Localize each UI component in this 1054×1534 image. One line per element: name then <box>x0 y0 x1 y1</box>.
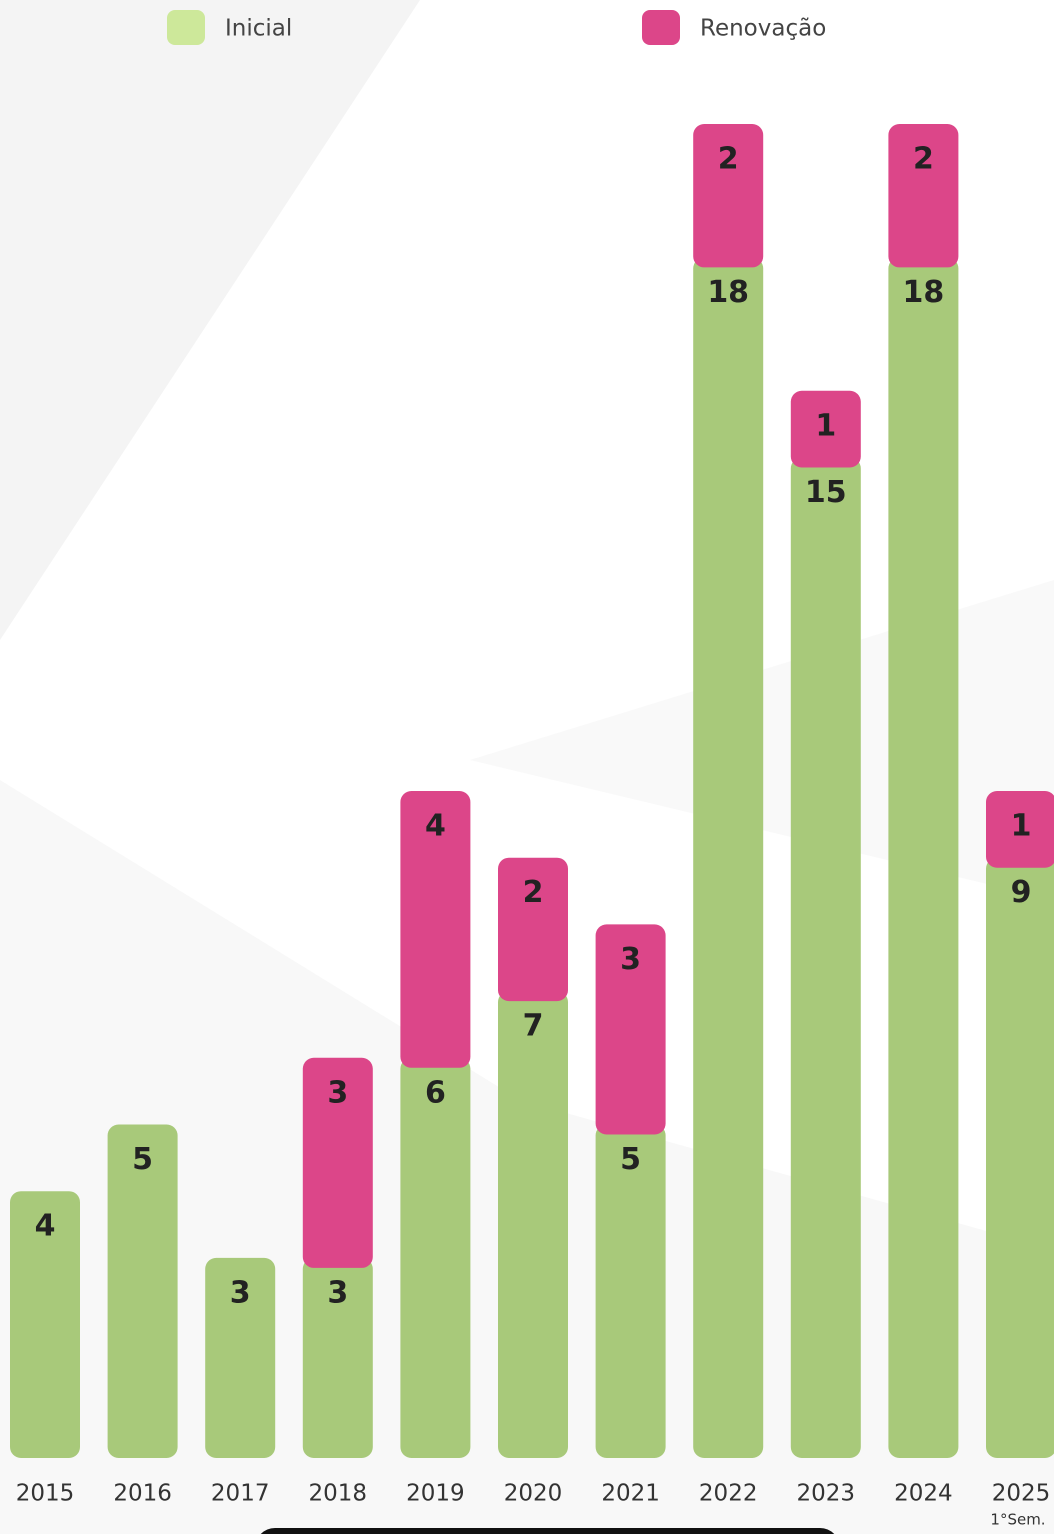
x-tick-label: 2019 <box>406 1481 465 1507</box>
x-tick-label: 2018 <box>309 1481 368 1507</box>
x-tick-label: 2021 <box>601 1481 660 1507</box>
value-label: 4 <box>35 1209 56 1244</box>
bar-segment <box>107 1124 178 1458</box>
legend-swatch <box>167 10 205 45</box>
value-label: 5 <box>132 1142 153 1177</box>
x-tick-label: 2015 <box>16 1481 75 1507</box>
bar-segment <box>205 1257 276 1458</box>
value-label: 9 <box>1011 875 1032 910</box>
bar-segment <box>888 257 959 1458</box>
bar-segment <box>498 857 568 1002</box>
value-label: 1 <box>1011 809 1032 844</box>
value-label: 3 <box>327 1275 348 1310</box>
value-label: 18 <box>903 275 945 310</box>
x-tick-label: 2017 <box>211 1481 270 1507</box>
value-label: 15 <box>805 475 847 510</box>
bar-segment <box>400 791 471 1068</box>
bar-segment <box>498 991 568 1458</box>
x-tick-label: 2020 <box>504 1481 563 1507</box>
bar-segment <box>790 457 861 1458</box>
value-label: 2 <box>523 875 544 910</box>
value-label: 18 <box>707 275 749 310</box>
x-tick-label: 2025 <box>992 1481 1051 1507</box>
bar-segment <box>986 791 1054 868</box>
legend-label: Inicial <box>225 16 292 42</box>
value-label: 1 <box>815 408 836 443</box>
bg-shape <box>0 0 420 640</box>
bar-segment <box>693 124 764 268</box>
bar-segment <box>302 1257 373 1458</box>
bar-segment <box>302 1057 373 1268</box>
x-tick-label: 2022 <box>699 1481 758 1507</box>
x-tick-label: 2023 <box>797 1481 856 1507</box>
bar-segment <box>400 1057 471 1458</box>
bar-segment <box>595 924 666 1135</box>
value-label: 3 <box>620 942 641 977</box>
value-label: 7 <box>523 1009 544 1044</box>
value-label: 6 <box>425 1075 446 1110</box>
bottom-bar <box>260 1528 835 1534</box>
bar-segment <box>986 857 1054 1458</box>
value-label: 5 <box>620 1142 641 1177</box>
x-tick-label: 2016 <box>113 1481 172 1507</box>
category-note: 1°Sem. <box>990 1511 1045 1529</box>
bar-segment <box>595 1124 666 1458</box>
bar-segment <box>888 124 959 268</box>
value-label: 3 <box>230 1275 251 1310</box>
value-label: 2 <box>913 142 934 177</box>
x-tick-label: 2024 <box>894 1481 953 1507</box>
bar-segment <box>693 257 764 1458</box>
legend-label: Renovação <box>700 16 826 42</box>
value-label: 3 <box>327 1075 348 1110</box>
value-label: 2 <box>718 142 739 177</box>
bar-segment <box>10 1191 80 1458</box>
value-label: 4 <box>425 809 446 844</box>
legend-swatch <box>642 10 680 45</box>
bar-segment <box>790 390 861 468</box>
